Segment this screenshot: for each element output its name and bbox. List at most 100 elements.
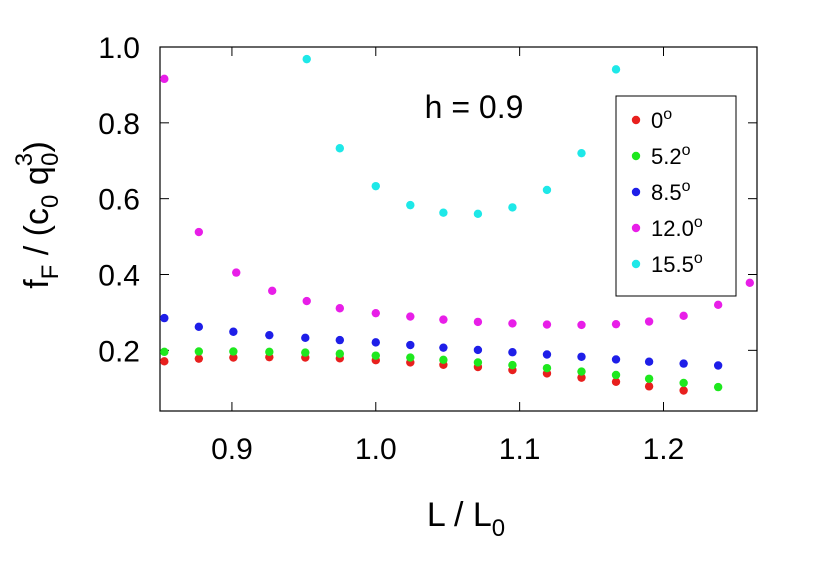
legend-marker bbox=[631, 187, 641, 197]
data-point bbox=[644, 374, 654, 383]
legend-label: 8.5o bbox=[651, 178, 691, 205]
data-point bbox=[644, 357, 654, 366]
y-tick-label: 1.0 bbox=[98, 32, 140, 65]
x-tick-label: 1.2 bbox=[643, 433, 685, 466]
data-point bbox=[577, 320, 586, 330]
legend: 0o 5.2o 8.5o 12.0o 15.5o bbox=[615, 95, 737, 297]
data-point bbox=[194, 227, 204, 237]
data-point bbox=[301, 333, 310, 343]
data-point bbox=[302, 54, 311, 64]
x-tick-label: 1.1 bbox=[499, 433, 541, 466]
data-point bbox=[713, 361, 723, 370]
legend-label: 0o bbox=[651, 106, 672, 133]
data-point bbox=[335, 349, 345, 358]
data-point bbox=[473, 358, 483, 367]
data-point bbox=[644, 317, 654, 326]
data-point bbox=[508, 360, 517, 370]
y-axis-title-f: f bbox=[18, 279, 56, 289]
data-point bbox=[265, 347, 274, 357]
legend-label: 15.5o bbox=[651, 250, 703, 277]
data-point bbox=[229, 353, 238, 362]
legend-marker bbox=[631, 151, 641, 161]
data-point bbox=[439, 355, 448, 365]
data-point bbox=[611, 355, 621, 364]
series-8-5 bbox=[160, 313, 723, 370]
data-points bbox=[160, 54, 755, 395]
data-point bbox=[229, 327, 238, 336]
x-tick-label: 1.0 bbox=[355, 433, 397, 466]
series-15-5 bbox=[302, 54, 621, 219]
y-tick-label: 0.6 bbox=[98, 184, 140, 217]
data-point bbox=[160, 74, 169, 84]
y-axis-title-sub-q: 0 bbox=[37, 153, 64, 166]
data-point bbox=[542, 363, 552, 373]
data-point bbox=[406, 353, 415, 362]
y-axis-title-mid: / (c bbox=[18, 208, 56, 265]
y-tick-label: 0.2 bbox=[98, 335, 140, 368]
data-point bbox=[577, 352, 586, 361]
data-point bbox=[679, 359, 688, 368]
data-point bbox=[611, 377, 621, 387]
data-point bbox=[194, 347, 204, 356]
y-axis-title-sub-f: F bbox=[37, 265, 64, 280]
data-point bbox=[577, 367, 586, 376]
data-point bbox=[302, 296, 311, 306]
y-tick-label: 0.8 bbox=[98, 108, 140, 141]
data-point bbox=[679, 311, 688, 321]
data-point bbox=[335, 144, 345, 153]
legend-marker bbox=[631, 223, 641, 233]
data-point bbox=[371, 338, 380, 347]
data-point bbox=[611, 370, 621, 380]
data-point bbox=[194, 354, 204, 363]
annotation-label: h = 0.9 bbox=[425, 89, 524, 125]
data-point bbox=[439, 343, 448, 352]
data-point bbox=[611, 65, 621, 74]
data-point bbox=[745, 278, 755, 288]
data-point bbox=[508, 319, 517, 328]
data-point bbox=[232, 268, 241, 277]
plot-border bbox=[159, 46, 758, 412]
x-axis-title: L / L0 bbox=[427, 496, 505, 542]
data-point bbox=[439, 208, 448, 217]
data-point bbox=[268, 286, 277, 296]
data-point bbox=[644, 382, 654, 391]
data-point bbox=[679, 386, 688, 395]
data-point bbox=[160, 313, 169, 323]
data-point bbox=[265, 330, 274, 340]
data-point bbox=[508, 348, 517, 357]
data-point bbox=[713, 300, 723, 310]
y-axis-title-sup: 3 bbox=[11, 153, 38, 166]
y-tick-label: 0.4 bbox=[98, 260, 140, 293]
legend-marker bbox=[631, 115, 641, 125]
y-axis-title-q: q bbox=[18, 166, 56, 194]
data-point bbox=[406, 312, 415, 321]
data-point bbox=[713, 382, 723, 392]
data-point bbox=[542, 185, 552, 195]
data-point bbox=[335, 304, 345, 313]
data-point bbox=[301, 348, 310, 357]
series-0 bbox=[160, 352, 688, 395]
data-point bbox=[371, 351, 380, 360]
data-point bbox=[679, 378, 688, 388]
legend-marker bbox=[631, 259, 641, 269]
x-axis-title-subscript: 0 bbox=[492, 515, 505, 542]
series-12-0 bbox=[160, 74, 755, 330]
data-point bbox=[160, 357, 169, 366]
y-axis-title: fF / (c0 q30) bbox=[11, 141, 64, 289]
x-tick-label: 0.9 bbox=[211, 433, 253, 466]
plot-frame bbox=[159, 46, 758, 412]
data-point bbox=[371, 181, 380, 191]
legend-label: 5.2o bbox=[651, 142, 691, 169]
axis-ticks: 0.9 1.0 1.1 1.2 0.2 0.4 0.6 0.8 1.0 bbox=[98, 32, 757, 466]
data-point bbox=[473, 345, 483, 355]
data-point bbox=[473, 317, 483, 327]
data-point bbox=[473, 209, 483, 219]
x-axis-title-main: L / L bbox=[427, 496, 492, 534]
data-point bbox=[406, 340, 415, 350]
data-point bbox=[439, 315, 448, 324]
data-point bbox=[335, 335, 345, 345]
data-point bbox=[542, 320, 552, 329]
data-point bbox=[160, 347, 169, 357]
series-5-2 bbox=[160, 347, 723, 392]
